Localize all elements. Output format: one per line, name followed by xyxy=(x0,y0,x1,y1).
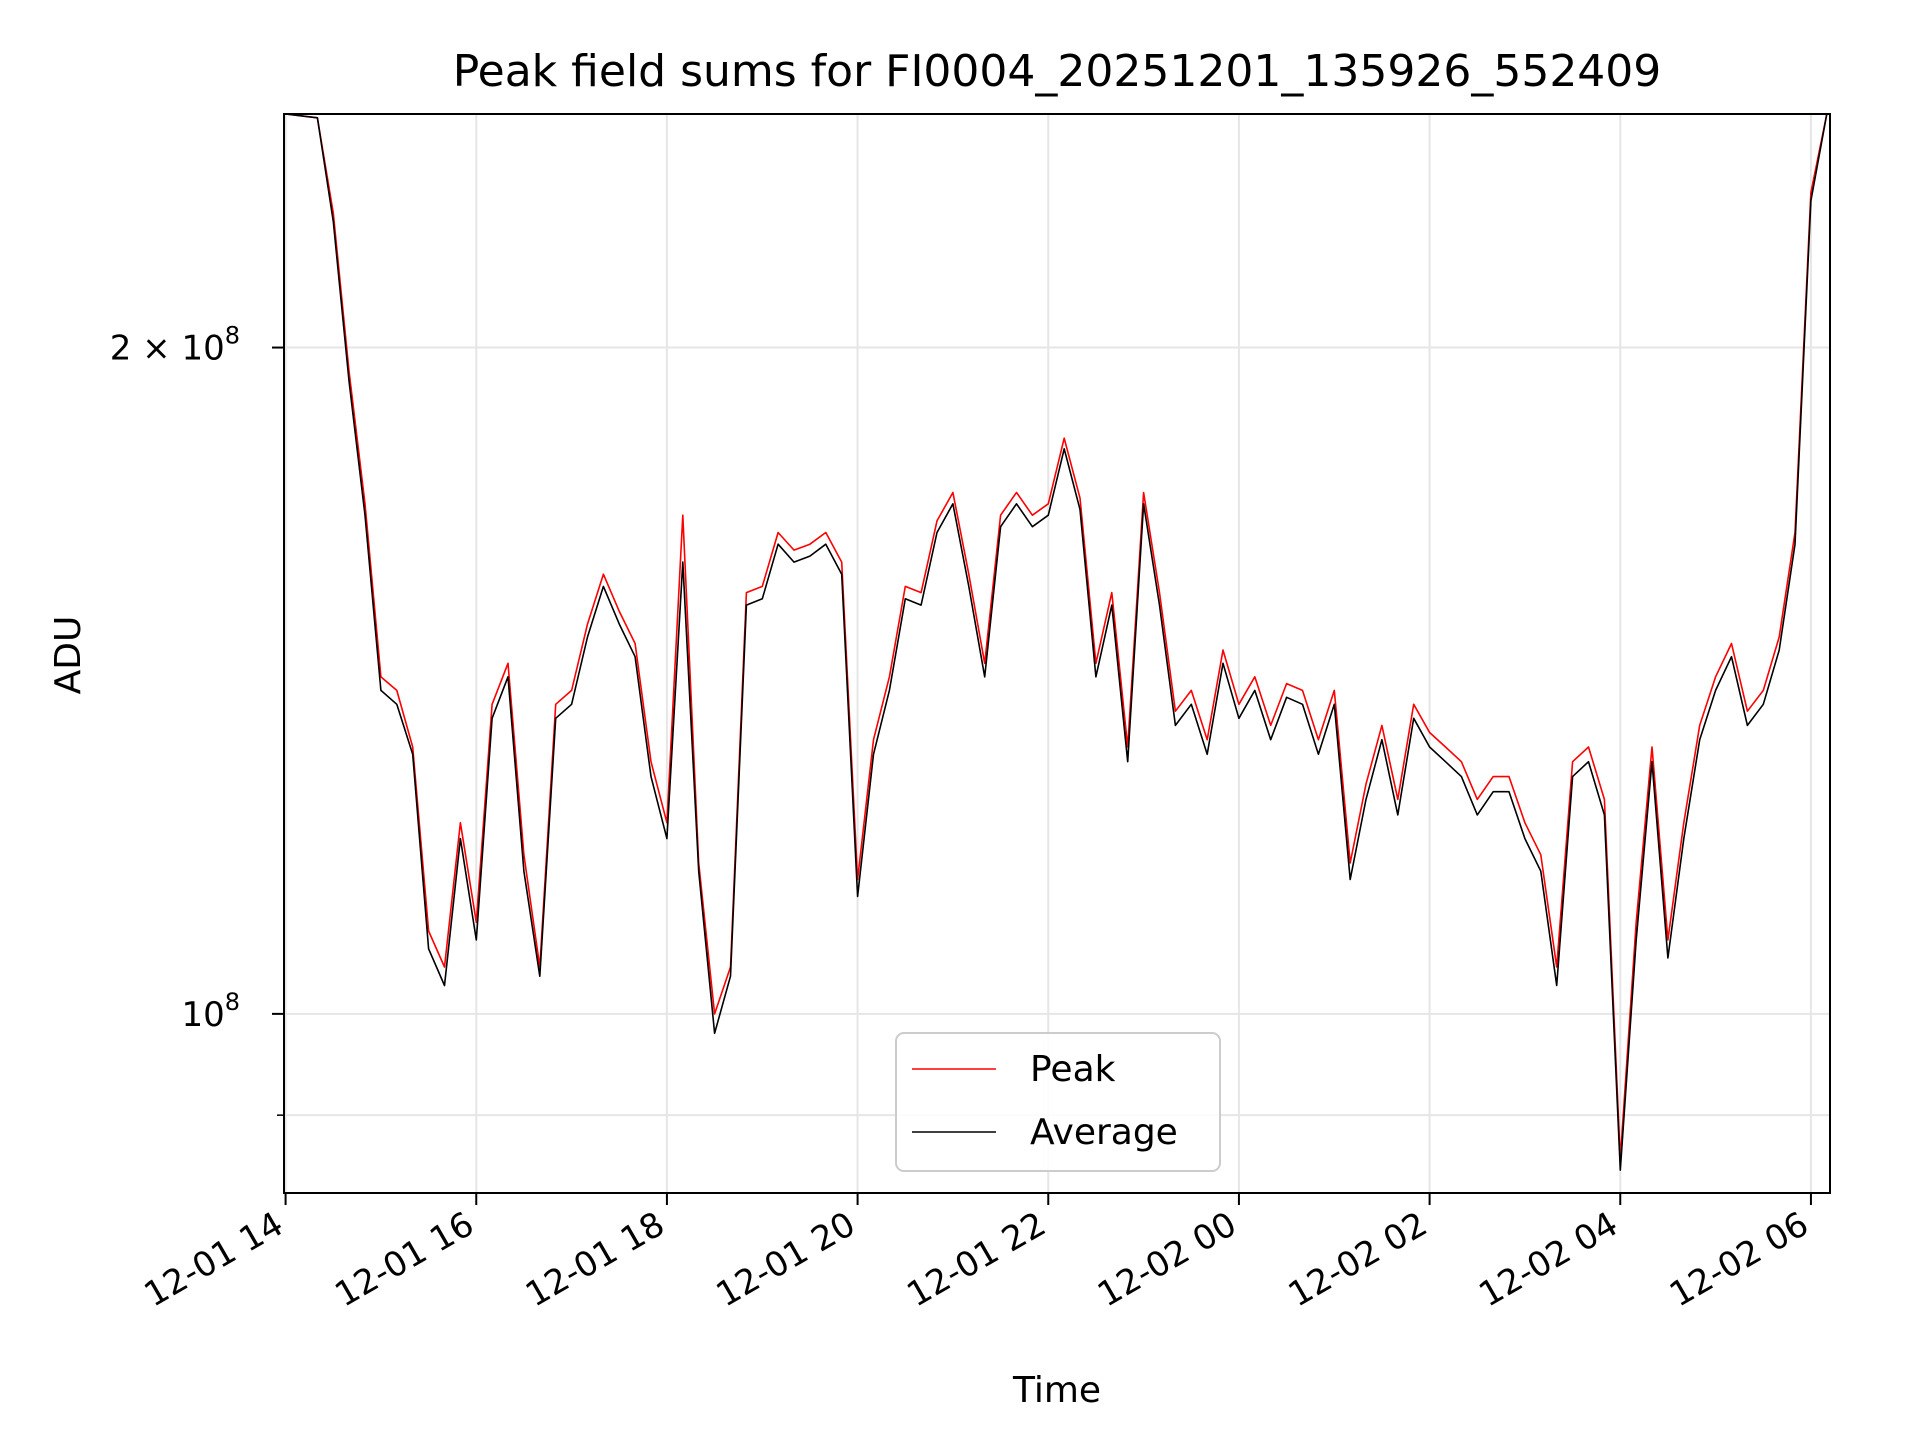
chart-title: Peak field sums for FI0004_20251201_1359… xyxy=(453,46,1662,97)
legend-box xyxy=(895,1032,1221,1172)
y-tick-label: 2 × 108 xyxy=(110,322,240,369)
grid-lines xyxy=(284,114,1830,1193)
legend-label-average: Average xyxy=(1030,1112,1178,1153)
y-axis-label: ADU xyxy=(48,616,89,695)
x-axis-label: Time xyxy=(1012,1370,1101,1411)
y-tick-label: 108 xyxy=(181,988,240,1035)
y-axis-ticks: 108 2 × 108 xyxy=(110,322,284,1116)
legend: Peak Average xyxy=(895,1032,1221,1172)
y-tick-exponent: 8 xyxy=(225,322,240,350)
series-line-average xyxy=(285,113,1828,1171)
y-tick-exponent: 8 xyxy=(225,988,240,1016)
series-lines xyxy=(285,113,1828,1171)
legend-label-peak: Peak xyxy=(1030,1049,1116,1090)
plot-frame xyxy=(283,113,1831,1194)
series-line-peak xyxy=(285,113,1828,1160)
